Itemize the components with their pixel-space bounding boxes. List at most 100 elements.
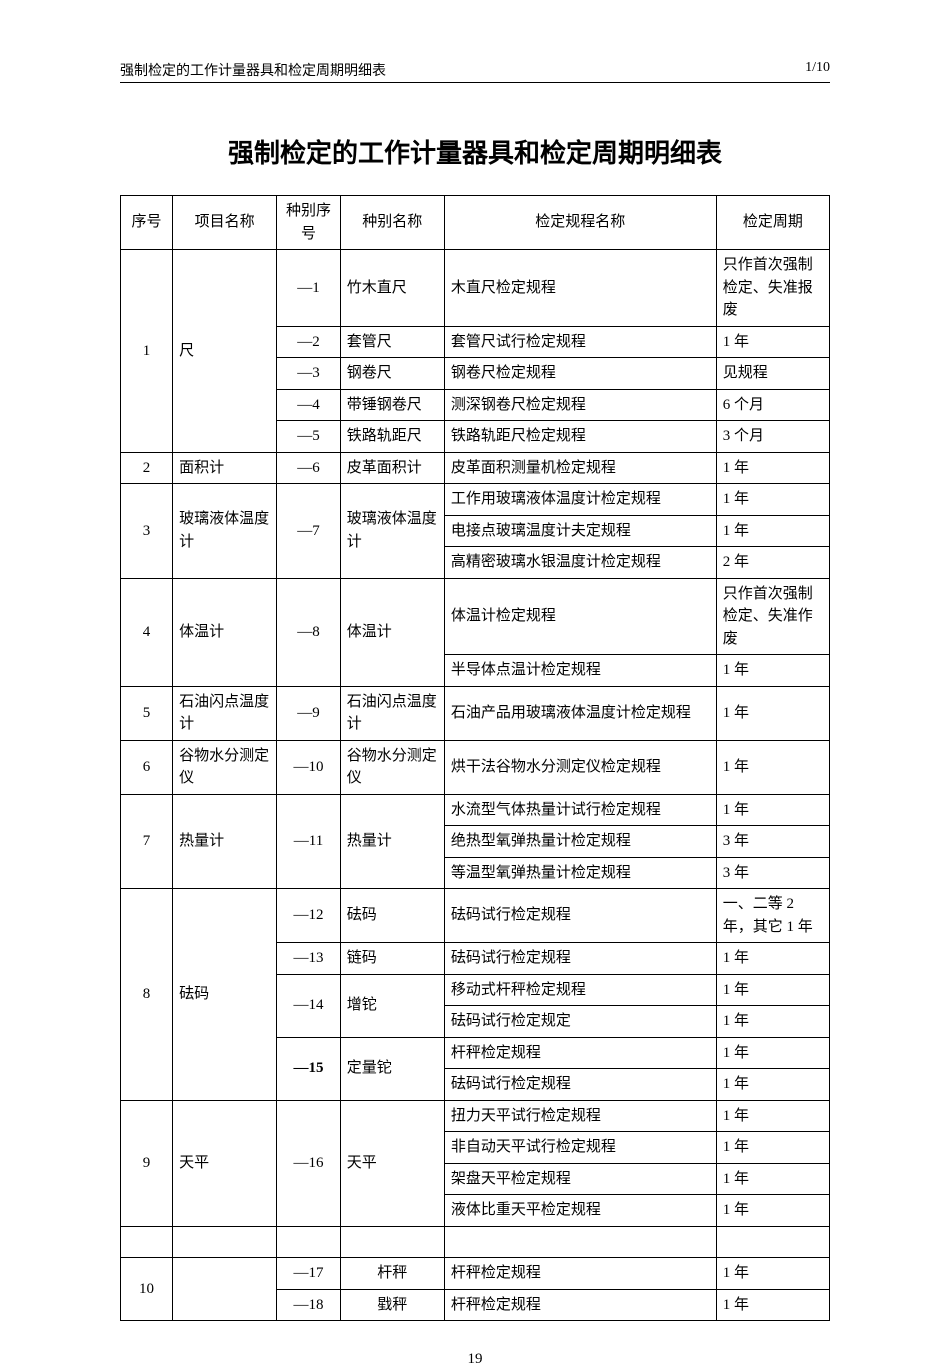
project-cell: 砝码 xyxy=(173,889,277,1101)
procedure-cell: 杆秤检定规程 xyxy=(444,1037,716,1069)
procedure-cell: 木直尺检定规程 xyxy=(444,250,716,327)
procedure-cell: 石油产品用玻璃液体温度计检定规程 xyxy=(444,686,716,740)
typenum-cell: —10 xyxy=(277,740,340,794)
seq-cell: 4 xyxy=(121,578,173,686)
period-cell: 1 年 xyxy=(716,655,829,687)
col-procedure-header: 检定规程名称 xyxy=(444,196,716,250)
seq-cell: 9 xyxy=(121,1100,173,1226)
seq-cell: 3 xyxy=(121,484,173,579)
period-cell: 6 个月 xyxy=(716,389,829,421)
period-cell: 1 年 xyxy=(716,1006,829,1038)
period-cell: 1 年 xyxy=(716,484,829,516)
typename-cell: 增铊 xyxy=(340,974,444,1037)
procedure-cell: 绝热型氧弹热量计检定规程 xyxy=(444,826,716,858)
col-period-header: 检定周期 xyxy=(716,196,829,250)
typenum-cell: —17 xyxy=(277,1258,340,1290)
typenum-cell: —14 xyxy=(277,974,340,1037)
period-cell: 1 年 xyxy=(716,1037,829,1069)
typenum-cell: —16 xyxy=(277,1100,340,1226)
period-cell: 3 年 xyxy=(716,857,829,889)
typenum-cell: —9 xyxy=(277,686,340,740)
procedure-cell: 电接点玻璃温度计夫定规程 xyxy=(444,515,716,547)
typename-cell: 皮革面积计 xyxy=(340,452,444,484)
procedure-cell: 测深钢卷尺检定规程 xyxy=(444,389,716,421)
period-cell: 见规程 xyxy=(716,358,829,390)
procedure-cell: 体温计检定规程 xyxy=(444,578,716,655)
typenum-cell: —2 xyxy=(277,326,340,358)
page-number: 19 xyxy=(120,1351,830,1368)
project-cell: 玻璃液体温度计 xyxy=(173,484,277,579)
table-row: 2 面积计 —6 皮革面积计 皮革面积测量机检定规程 1 年 xyxy=(121,452,830,484)
typenum-cell: —3 xyxy=(277,358,340,390)
project-cell: 天平 xyxy=(173,1100,277,1226)
seq-cell: 6 xyxy=(121,740,173,794)
period-cell: 3 个月 xyxy=(716,421,829,453)
seq-cell: 1 xyxy=(121,250,173,453)
typename-cell: 戥秤 xyxy=(340,1289,444,1321)
typename-cell: 竹木直尺 xyxy=(340,250,444,327)
procedure-cell: 砝码试行检定规程 xyxy=(444,889,716,943)
period-cell: 1 年 xyxy=(716,794,829,826)
typenum-cell: —12 xyxy=(277,889,340,943)
empty-cell xyxy=(277,1226,340,1258)
procedure-cell: 架盘天平检定规程 xyxy=(444,1163,716,1195)
col-project-header: 项目名称 xyxy=(173,196,277,250)
procedure-cell: 扭力天平试行检定规程 xyxy=(444,1100,716,1132)
project-cell xyxy=(173,1258,277,1321)
period-cell: 1 年 xyxy=(716,1100,829,1132)
empty-cell xyxy=(716,1226,829,1258)
typename-cell: 链码 xyxy=(340,943,444,975)
typenum-cell: —1 xyxy=(277,250,340,327)
procedure-cell: 砝码试行检定规程 xyxy=(444,1069,716,1101)
project-cell: 体温计 xyxy=(173,578,277,686)
table-row-empty xyxy=(121,1226,830,1258)
procedure-cell: 液体比重天平检定规程 xyxy=(444,1195,716,1227)
seq-cell: 8 xyxy=(121,889,173,1101)
period-cell: 1 年 xyxy=(716,326,829,358)
procedure-cell: 高精密玻璃水银温度计检定规程 xyxy=(444,547,716,579)
page-header: 强制检定的工作计量器具和检定周期明细表 1/10 xyxy=(120,60,830,83)
col-seq-header: 序号 xyxy=(121,196,173,250)
col-typenum-header: 种别序号 xyxy=(277,196,340,250)
table-row: 10 —17 杆秤 杆秤检定规程 1 年 xyxy=(121,1258,830,1290)
typename-cell: 带锤钢卷尺 xyxy=(340,389,444,421)
typenum-cell: —15 xyxy=(277,1037,340,1100)
period-cell: 1 年 xyxy=(716,515,829,547)
project-cell: 谷物水分测定仪 xyxy=(173,740,277,794)
typename-cell: 砝码 xyxy=(340,889,444,943)
period-cell: 1 年 xyxy=(716,452,829,484)
procedure-cell: 半导体点温计检定规程 xyxy=(444,655,716,687)
typenum-cell: —8 xyxy=(277,578,340,686)
procedure-cell: 移动式杆秤检定规程 xyxy=(444,974,716,1006)
procedure-cell: 砝码试行检定规定 xyxy=(444,1006,716,1038)
seq-cell: 2 xyxy=(121,452,173,484)
procedure-cell: 砝码试行检定规程 xyxy=(444,943,716,975)
procedure-cell: 杆秤检定规程 xyxy=(444,1289,716,1321)
table-row: 8 砝码 —12 砝码 砝码试行检定规程 一、二等 2 年，其它 1 年 xyxy=(121,889,830,943)
procedure-cell: 套管尺试行检定规程 xyxy=(444,326,716,358)
seq-cell: 10 xyxy=(121,1258,173,1321)
procedure-cell: 钢卷尺检定规程 xyxy=(444,358,716,390)
header-right: 1/10 xyxy=(805,60,830,80)
seq-cell: 5 xyxy=(121,686,173,740)
typenum-cell: —5 xyxy=(277,421,340,453)
project-cell: 尺 xyxy=(173,250,277,453)
empty-cell xyxy=(173,1226,277,1258)
table-row: 5 石油闪点温度计 —9 石油闪点温度计 石油产品用玻璃液体温度计检定规程 1 … xyxy=(121,686,830,740)
typename-cell: 铁路轨距尺 xyxy=(340,421,444,453)
period-cell: 1 年 xyxy=(716,686,829,740)
project-cell: 面积计 xyxy=(173,452,277,484)
procedure-cell: 杆秤检定规程 xyxy=(444,1258,716,1290)
empty-cell xyxy=(121,1226,173,1258)
main-table: 序号 项目名称 种别序号 种别名称 检定规程名称 检定周期 1 尺 —1 竹木直… xyxy=(120,195,830,1321)
typename-cell: 热量计 xyxy=(340,794,444,889)
seq-cell: 7 xyxy=(121,794,173,889)
project-cell: 热量计 xyxy=(173,794,277,889)
empty-cell xyxy=(340,1226,444,1258)
typenum-cell: —4 xyxy=(277,389,340,421)
period-cell: 3 年 xyxy=(716,826,829,858)
empty-cell xyxy=(444,1226,716,1258)
period-cell: 1 年 xyxy=(716,1289,829,1321)
typename-cell: 套管尺 xyxy=(340,326,444,358)
period-cell: 1 年 xyxy=(716,1069,829,1101)
